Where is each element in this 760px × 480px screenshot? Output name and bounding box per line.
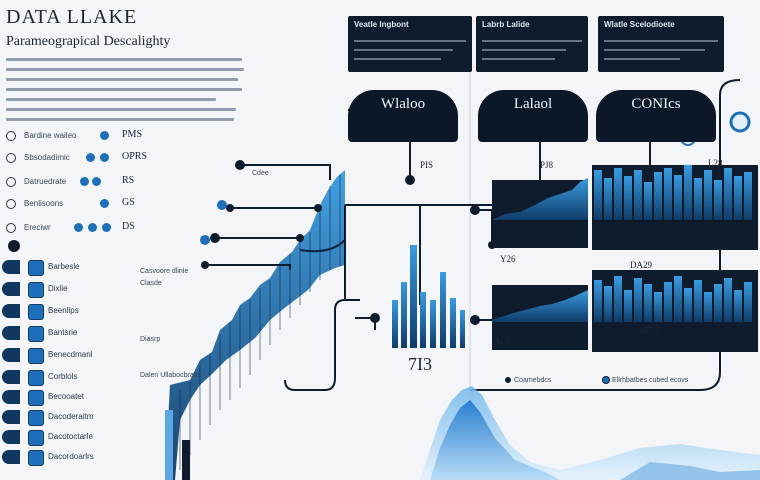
square-icon (28, 430, 44, 446)
legend-item[interactable]: Sbsodadimic OPRS (4, 150, 164, 166)
sidebar-item[interactable]: Beenlips (0, 302, 110, 320)
sidebar-item[interactable]: Corblols (0, 368, 110, 386)
chain-label: Diasrp (140, 336, 161, 343)
sidebar-item[interactable]: Dacoderaitm (0, 408, 110, 426)
hub-node-icon[interactable] (729, 111, 751, 133)
bar-left (182, 440, 190, 480)
chart-label: Y26 (500, 254, 516, 264)
center-value: 7I3 (408, 354, 432, 374)
chart-label: PZ36 (640, 326, 660, 336)
square-icon (28, 370, 44, 386)
chain-label: Cdee (252, 170, 269, 177)
center-bar-cluster (392, 245, 465, 348)
intro-paragraph (6, 58, 246, 128)
chain-label: Dalen Ullabocbratty (140, 372, 202, 379)
legend-item[interactable]: Ereciwr DS (4, 220, 164, 236)
info-panel[interactable]: Labrb Lalide (476, 16, 588, 72)
square-icon (28, 260, 44, 276)
hub-value: PJ8 (540, 160, 554, 170)
square-icon (28, 390, 44, 406)
bar-left (165, 410, 173, 480)
bottom-area-chart (420, 386, 760, 480)
hub-value: PIS (420, 160, 434, 170)
footer-label: Ellrhbatbes cubed ecovs (612, 377, 689, 384)
chart-label: AC6 (494, 336, 512, 346)
sidebar-item[interactable]: Barbesle (0, 258, 110, 276)
legend-item[interactable]: Benlisoons GS (4, 196, 164, 212)
footer-label: Coamebdcs (514, 377, 552, 384)
hub-card[interactable]: Wlaloo (348, 90, 458, 142)
right-bar-chart-top (492, 165, 758, 250)
sidebar-item[interactable]: Becooatet (0, 388, 110, 406)
sidebar-item[interactable]: Benecdmanl (0, 346, 110, 364)
sidebar-item[interactable]: Bantsrie (0, 324, 110, 342)
chain-label: Casvoore dlinle (140, 268, 189, 275)
square-icon (28, 326, 44, 342)
hub-card[interactable]: Lalaol (478, 90, 588, 142)
info-panel[interactable]: Veatle Ingbont (348, 16, 472, 72)
sidebar-item[interactable]: Dacotoctarle (0, 428, 110, 446)
info-panel[interactable]: Wlatle Scelodioete (598, 16, 724, 72)
accent-dots (200, 200, 609, 383)
sidebar-item[interactable]: Dacordoarlrs (0, 448, 110, 466)
chain-label: Clasde (140, 280, 162, 287)
hub-value: L28 (708, 158, 723, 168)
section-bullet-icon (8, 240, 20, 252)
legend-item[interactable]: Bardine waileo PMS (4, 128, 164, 144)
square-icon (28, 348, 44, 364)
chart-label: DA29 (630, 260, 652, 270)
sidebar-item[interactable]: Dixlie (0, 280, 110, 298)
page-title: DATA LLAKE (6, 6, 138, 28)
hub-card[interactable]: CONIcs (596, 90, 716, 142)
legend-item[interactable]: Datruedrate RS (4, 174, 164, 190)
staircase-waveform (165, 170, 346, 480)
square-icon (28, 282, 44, 298)
page-subtitle: Parameograpical Descalighty (6, 34, 171, 49)
square-icon (28, 450, 44, 466)
right-bar-chart-bottom (492, 270, 758, 352)
square-icon (28, 304, 44, 320)
square-icon (28, 410, 44, 426)
